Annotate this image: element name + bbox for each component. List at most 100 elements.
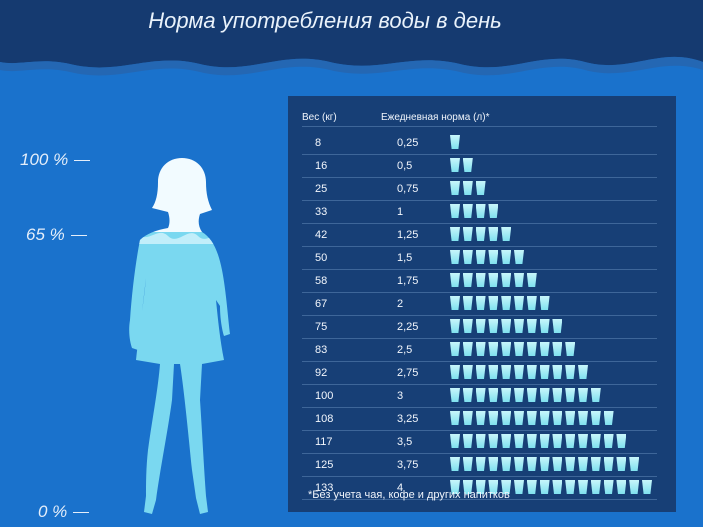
glass-icon <box>514 480 524 494</box>
level-label-100: 100 % <box>20 150 91 170</box>
glass-icon <box>475 296 486 310</box>
glass-icon <box>565 434 576 448</box>
row-divider <box>302 200 657 201</box>
level-tick <box>74 160 91 162</box>
glass-icon <box>462 296 473 310</box>
glass-icon <box>590 411 601 425</box>
glass-icon <box>526 342 537 356</box>
row-divider <box>302 430 657 431</box>
glass-icon <box>488 342 499 356</box>
glass-icon <box>590 388 601 402</box>
glass-icon <box>565 457 576 471</box>
glass-icon <box>462 434 473 448</box>
glass-icon <box>539 342 550 356</box>
silhouette-dry-part <box>129 158 231 232</box>
glass-icon <box>475 388 486 402</box>
glass-icon <box>539 457 550 471</box>
glass-icon <box>475 273 486 287</box>
glass-icon <box>603 411 614 425</box>
glass-icon <box>450 227 460 241</box>
table-row: 42 1,25 <box>302 224 657 247</box>
glass-icon <box>590 457 601 471</box>
glass-icon <box>475 227 486 241</box>
glass-icon <box>526 319 537 333</box>
table-row: 108 3,25 <box>302 408 657 431</box>
level-tick <box>70 235 87 237</box>
weight-value: 50 <box>315 252 328 264</box>
row-divider <box>302 407 657 408</box>
glass-icon <box>462 411 473 425</box>
glass-icon <box>488 227 499 241</box>
weight-value: 16 <box>315 160 328 172</box>
norm-value: 2,5 <box>397 344 413 356</box>
glass-icon <box>616 457 627 471</box>
glass-icon <box>539 296 550 310</box>
glass-icon <box>603 434 614 448</box>
norm-value: 3,5 <box>397 436 413 448</box>
glass-icon <box>488 319 499 333</box>
header-wave: Норма употребления воды в день <box>0 0 703 80</box>
glass-icon <box>552 434 563 448</box>
weight-value: 33 <box>315 206 328 218</box>
row-divider <box>302 154 657 155</box>
row-divider <box>302 292 657 293</box>
row-divider <box>302 361 657 362</box>
glass-icon <box>488 273 499 287</box>
glass-icon <box>565 480 576 494</box>
glass-icon <box>462 342 473 356</box>
glass-icon <box>539 411 550 425</box>
glass-icon <box>462 365 473 379</box>
glass-icon <box>488 250 499 264</box>
norm-value: 1 <box>397 206 404 218</box>
glass-icon <box>552 365 563 379</box>
glass-icon <box>488 365 499 379</box>
row-divider <box>302 269 657 270</box>
level-tick <box>73 512 90 514</box>
footnote: *Без учета чая, кофе и других напитков <box>308 489 510 501</box>
glass-icon <box>462 158 473 172</box>
glass-icon <box>539 388 550 402</box>
weight-value: 42 <box>315 229 328 241</box>
glass-icon <box>450 434 460 448</box>
glass-icon <box>616 480 627 494</box>
glass-icon <box>539 480 550 494</box>
row-divider <box>302 476 657 477</box>
glass-icon <box>552 342 563 356</box>
glass-icon <box>514 250 524 264</box>
silhouette-water-part <box>129 232 231 514</box>
glass-icon <box>578 457 588 471</box>
glass-icon <box>514 388 524 402</box>
glass-icon <box>450 158 460 172</box>
glass-icon <box>475 480 486 494</box>
glass-icon <box>565 388 576 402</box>
glass-icon <box>475 319 486 333</box>
glass-icon <box>462 227 473 241</box>
glass-icon <box>526 296 537 310</box>
glass-icon <box>565 365 576 379</box>
column-header-norm: Ежедневная норма (л)* <box>381 112 490 123</box>
glass-icon <box>462 388 473 402</box>
table-row: 75 2,25 <box>302 316 657 339</box>
glass-icon <box>514 411 524 425</box>
glass-icon <box>450 296 460 310</box>
glass-icon <box>462 204 473 218</box>
glass-icon <box>501 365 512 379</box>
glass-icon <box>501 480 512 494</box>
table-row: 58 1,75 <box>302 270 657 293</box>
glass-icon <box>501 250 512 264</box>
glass-icon <box>526 411 537 425</box>
glass-icon <box>488 296 499 310</box>
glass-icon <box>475 365 486 379</box>
row-divider <box>302 246 657 247</box>
table-row: 67 2 <box>302 293 657 316</box>
glass-icon <box>450 388 460 402</box>
norm-value: 2,25 <box>397 321 419 333</box>
norm-value: 3 <box>397 390 404 402</box>
glass-icon <box>475 434 486 448</box>
glass-icon <box>450 342 460 356</box>
glass-icon <box>526 365 537 379</box>
glass-icon <box>475 250 486 264</box>
glass-icon <box>462 319 473 333</box>
norm-value: 0,25 <box>397 137 419 149</box>
glass-icon <box>450 480 460 494</box>
